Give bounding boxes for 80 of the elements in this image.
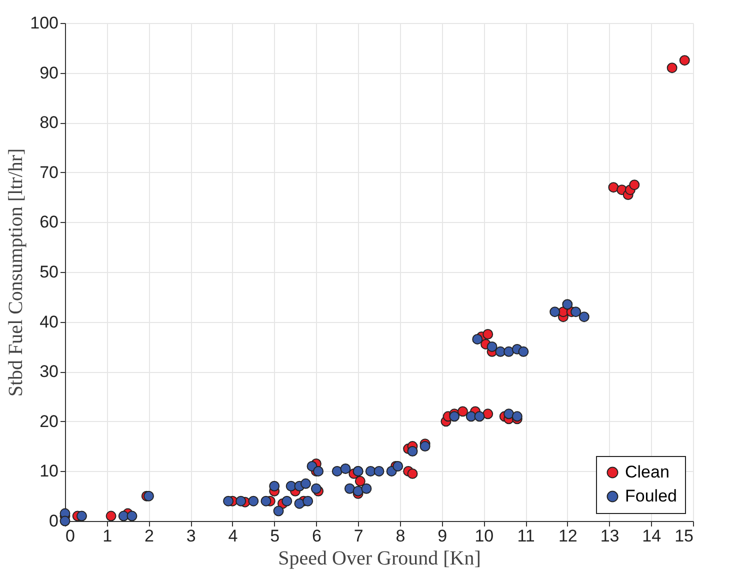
point bbox=[482, 408, 494, 420]
point bbox=[282, 496, 292, 506]
y-tick-label: 0 bbox=[49, 512, 58, 530]
point bbox=[495, 346, 506, 357]
point bbox=[260, 496, 272, 506]
point bbox=[313, 466, 324, 476]
point bbox=[223, 496, 234, 506]
legend-label: Clean bbox=[625, 462, 670, 482]
point bbox=[60, 516, 70, 526]
point bbox=[407, 468, 418, 479]
point bbox=[472, 334, 483, 344]
point bbox=[504, 346, 514, 357]
x-tick-label: 15 bbox=[674, 526, 694, 546]
x-tick-label: 9 bbox=[438, 526, 448, 546]
y-tick-label: 60 bbox=[40, 212, 58, 232]
point bbox=[310, 483, 322, 494]
point bbox=[352, 486, 364, 496]
x-tick-label: 10 bbox=[474, 526, 494, 546]
point bbox=[236, 496, 246, 506]
y-tick-label: 100 bbox=[30, 14, 58, 32]
y-tick-label: 20 bbox=[40, 412, 58, 431]
point bbox=[512, 411, 522, 422]
x-tick-label: 11 bbox=[517, 526, 535, 546]
point bbox=[340, 463, 351, 474]
x-tick-label: 6 bbox=[312, 526, 322, 546]
point bbox=[474, 411, 485, 422]
y-tick-label: 90 bbox=[40, 63, 58, 82]
x-tick-label: 7 bbox=[354, 526, 364, 546]
point bbox=[302, 496, 314, 506]
y-tick-label: 40 bbox=[40, 312, 58, 332]
point bbox=[608, 182, 619, 193]
x-axis-title: Speed Over Ground [Kn] bbox=[278, 548, 481, 570]
point bbox=[374, 466, 384, 476]
point bbox=[106, 510, 116, 522]
point bbox=[273, 506, 284, 516]
y-tick-label: 30 bbox=[40, 362, 58, 382]
point bbox=[562, 299, 573, 310]
x-tick-label: 1 bbox=[102, 526, 112, 546]
point bbox=[407, 446, 418, 457]
point bbox=[300, 478, 311, 489]
x-tick-label: 13 bbox=[600, 526, 620, 546]
point bbox=[365, 466, 376, 476]
x-tick-label: 8 bbox=[396, 526, 406, 546]
point bbox=[332, 466, 342, 476]
point bbox=[126, 510, 138, 522]
y-tick-label: 10 bbox=[40, 462, 58, 481]
point bbox=[248, 496, 259, 506]
point bbox=[482, 329, 494, 340]
point bbox=[504, 408, 514, 420]
point bbox=[466, 411, 476, 422]
point bbox=[420, 441, 430, 452]
y-tick-label: 50 bbox=[40, 262, 58, 282]
y-axis-title: Stbd Fuel Consumption [ltr/hr] bbox=[5, 148, 28, 397]
point bbox=[457, 406, 468, 417]
point bbox=[629, 180, 640, 190]
point bbox=[449, 411, 460, 422]
x-tick-label: 5 bbox=[270, 526, 280, 546]
point bbox=[570, 306, 582, 318]
point bbox=[361, 483, 372, 494]
legend-label: Fouled bbox=[625, 486, 677, 506]
x-tick-label: 12 bbox=[558, 526, 578, 546]
x-tick-label: 14 bbox=[642, 526, 662, 546]
y-tick-label: 80 bbox=[40, 113, 58, 132]
point bbox=[269, 480, 280, 492]
point bbox=[578, 312, 590, 322]
x-tick-label: 3 bbox=[186, 526, 196, 546]
x-tick-label: 2 bbox=[144, 526, 154, 546]
point bbox=[679, 55, 690, 66]
point bbox=[486, 341, 498, 352]
y-tick-label: 70 bbox=[40, 162, 58, 182]
point bbox=[518, 346, 529, 357]
point bbox=[666, 62, 678, 74]
point bbox=[550, 306, 560, 318]
point bbox=[354, 476, 366, 486]
point bbox=[294, 498, 305, 509]
x-tick-label: 0 bbox=[66, 526, 75, 546]
point bbox=[76, 510, 87, 522]
x-tick-label: 4 bbox=[228, 526, 238, 546]
point bbox=[392, 460, 404, 472]
point bbox=[344, 483, 355, 494]
